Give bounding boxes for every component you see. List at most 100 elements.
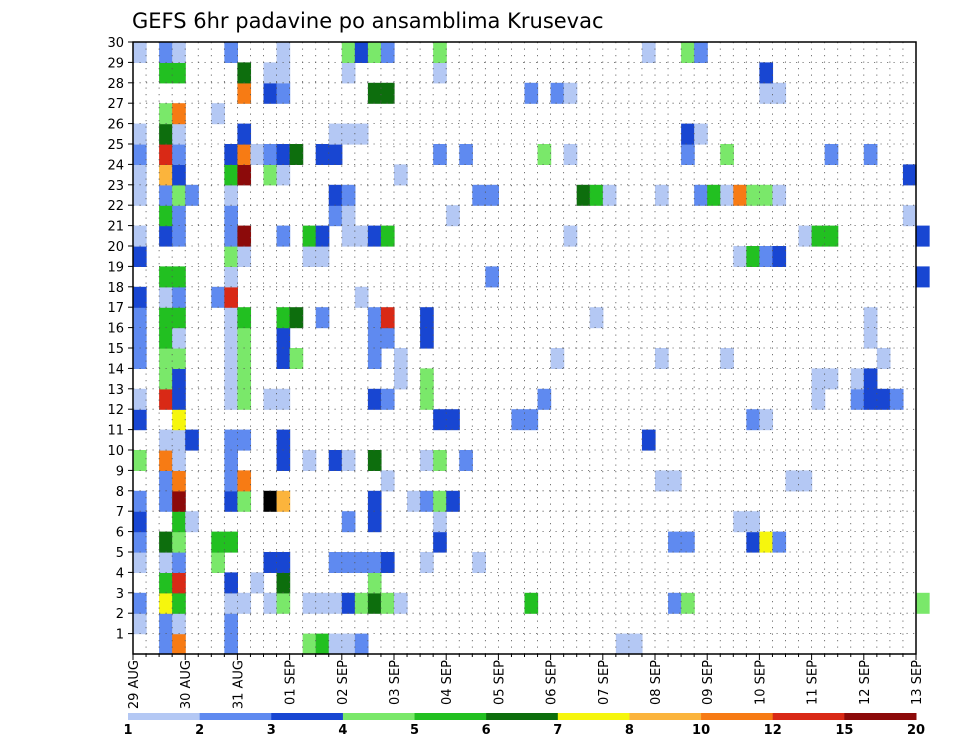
heatmap-cell — [172, 531, 186, 553]
heatmap-cell — [433, 144, 447, 165]
heatmap-cell — [798, 470, 813, 492]
heatmap-cell — [367, 327, 382, 349]
heatmap-cell — [185, 429, 199, 451]
heatmap-cell — [824, 144, 839, 165]
y-tick-label: 27 — [107, 97, 124, 112]
heatmap-cell — [172, 572, 186, 594]
heatmap-cell — [341, 184, 356, 206]
heatmap-cell — [759, 531, 774, 553]
heatmap-cell — [524, 592, 539, 614]
heatmap-cell — [237, 225, 252, 247]
colorbar-segment — [772, 713, 845, 720]
y-tick-label: 7 — [116, 505, 124, 520]
heatmap-cell — [811, 368, 826, 390]
heatmap-cell — [420, 490, 434, 512]
heatmap-cell — [380, 307, 395, 329]
colorbar-segment — [557, 713, 630, 720]
heatmap-cell — [655, 184, 669, 206]
heatmap-cell — [159, 388, 173, 410]
heatmap-cell — [224, 42, 238, 63]
heatmap-cell — [354, 225, 369, 247]
heatmap-cell — [224, 327, 238, 349]
heatmap-cell — [420, 388, 434, 410]
heatmap-cell — [224, 266, 238, 288]
heatmap-cell — [172, 144, 186, 165]
heatmap-cell — [159, 164, 173, 186]
heatmap-cell — [224, 572, 238, 594]
heatmap-cell — [420, 307, 434, 329]
colorbar-segment — [701, 713, 774, 720]
y-tick-label: 8 — [116, 485, 124, 500]
heatmap-cell — [746, 511, 760, 533]
heatmap-cell — [289, 307, 304, 329]
heatmap-cell — [159, 327, 173, 349]
heatmap-cell — [354, 633, 369, 655]
heatmap-cell — [224, 246, 238, 267]
heatmap-cell — [681, 42, 695, 63]
heatmap-cell — [237, 490, 252, 512]
heatmap-cell — [133, 409, 147, 431]
heatmap-cell — [237, 144, 252, 165]
heatmap-cell — [237, 307, 252, 329]
heatmap-cell — [172, 164, 186, 186]
y-tick-label: 18 — [107, 281, 124, 296]
heatmap-cell — [172, 327, 186, 349]
heatmap-cell — [681, 123, 695, 145]
heatmap-cell — [172, 205, 186, 227]
heatmap-cell — [133, 450, 147, 471]
heatmap-cell — [380, 82, 395, 104]
heatmap-cell — [315, 246, 330, 267]
heatmap-cell — [380, 42, 395, 63]
heatmap-cell — [563, 144, 578, 165]
heatmap-cell — [759, 409, 774, 431]
heatmap-cell — [681, 592, 695, 614]
heatmap-cell — [172, 123, 186, 145]
heatmap-cell — [668, 531, 682, 553]
heatmap-cell — [276, 144, 291, 165]
heatmap-cell — [589, 307, 604, 329]
heatmap-cell — [367, 42, 382, 63]
heatmap-cell — [824, 225, 839, 247]
heatmap-cell — [472, 552, 486, 573]
colorbar-segment — [199, 713, 272, 720]
colorbar-label: 7 — [553, 723, 562, 738]
x-tick-label: 04 SEP — [440, 660, 455, 705]
heatmap-cell — [159, 103, 173, 125]
heatmap-cell — [746, 409, 760, 431]
y-tick-label: 13 — [107, 383, 124, 398]
heatmap-cell — [315, 225, 330, 247]
heatmap-cell — [328, 633, 343, 655]
heatmap-cell — [367, 225, 382, 247]
heatmap-cell — [341, 42, 356, 63]
heatmap-cell — [224, 286, 238, 308]
colorbar: 1 2 3 4 5 6 7 8 10 12 15 20 — [123, 713, 925, 738]
x-axis: 29 AUG 30 AUG 31 AUG 01 SEP 02 SEP 03 SEP 04 S… — [127, 654, 925, 709]
heatmap-cell — [276, 572, 291, 594]
x-tick-label: 03 SEP — [388, 660, 403, 705]
heatmap-cell — [133, 511, 147, 533]
heatmap-cell — [159, 123, 173, 145]
heatmap-cell — [276, 592, 291, 614]
colorbar-label: 5 — [410, 723, 419, 738]
heatmap-cell — [380, 225, 395, 247]
heatmap-cell — [746, 246, 760, 267]
heatmap-cell — [863, 144, 878, 165]
heatmap-cell — [328, 592, 343, 614]
heatmap-cell — [433, 531, 447, 553]
heatmap-cell — [863, 388, 878, 410]
y-tick-label: 30 — [107, 36, 124, 51]
heatmap-cell — [641, 429, 656, 451]
heatmap-cell — [289, 348, 304, 369]
heatmap-cell — [354, 286, 369, 308]
heatmap-cell — [681, 144, 695, 165]
heatmap-cell — [524, 409, 539, 431]
heatmap-cell — [224, 184, 238, 206]
heatmap-cell — [276, 327, 291, 349]
heatmap-cell — [237, 82, 252, 104]
heatmap-cell — [537, 388, 552, 410]
heatmap-cell — [133, 388, 147, 410]
heatmap-cell — [133, 490, 147, 512]
heatmap-cell — [668, 470, 682, 492]
heatmap-cell — [172, 103, 186, 125]
heatmap-cell — [159, 531, 173, 553]
